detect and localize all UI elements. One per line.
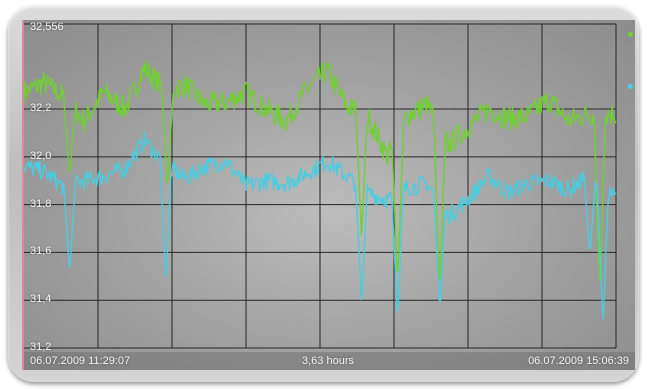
chart-area: 32,556 32,2 32,0 31,8 31,6 31,4 31,2 06.… [22,20,635,370]
y-tick-label: 31,2 [30,341,52,353]
series-line [24,131,617,320]
x-start-label: 06.07.2009 11:29:07 [30,355,131,367]
y-tick-label: 32,2 [30,102,52,115]
x-span-label: 3,63 hours [302,355,354,367]
x-end-label: 06.07.2009 15:06:39 [528,355,629,367]
y-tick-label: 31,8 [30,197,52,210]
y-tick-label: 32,556 [30,21,64,33]
series-line [24,60,617,282]
legend-marker [628,32,633,37]
y-tick-label: 32,0 [30,149,52,162]
y-tick-label: 31,6 [30,245,52,258]
legend-marker [628,84,633,89]
y-tick-label: 31,4 [30,293,52,306]
time-axis-bar: 06.07.2009 11:29:07 3,63 hours 06.07.200… [24,352,635,370]
line-chart [24,23,617,349]
